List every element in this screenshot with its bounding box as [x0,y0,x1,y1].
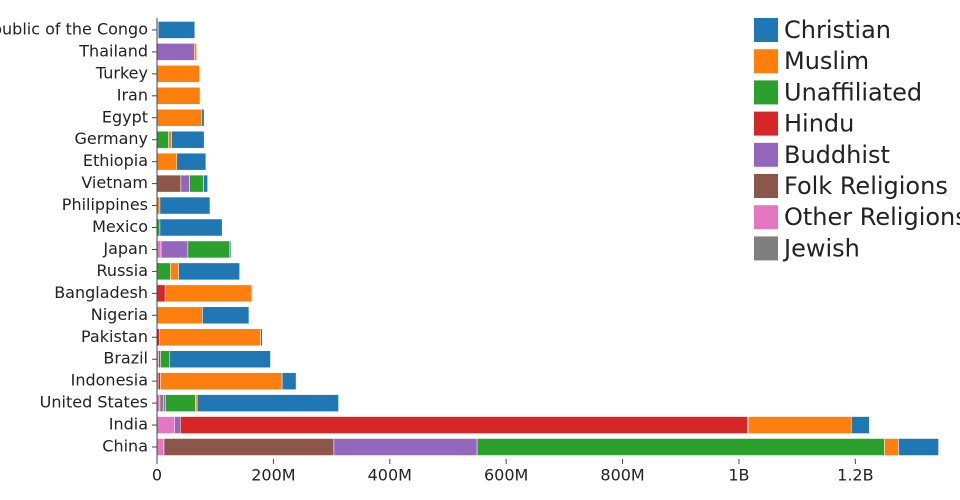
bar-segment [156,174,182,193]
y-tick-label: Japan [102,239,148,258]
y-tick-label: Egypt [102,107,148,126]
bar-segment [157,21,196,39]
y-tick-label: Nigeria [91,305,148,324]
bar-segment [160,372,283,390]
bar-segment [156,306,203,325]
x-tick-label: 1.2B [837,466,873,485]
y-tick-label: India [109,415,148,434]
bar-segment [180,416,748,434]
legend-label: Folk Religions [784,172,948,200]
bar-segment [898,438,939,456]
bar-segment [193,43,197,61]
bar-segment [157,372,161,390]
bar-segment [159,394,164,412]
y-tick-label: Vietnam [81,173,148,192]
bar-segment [156,240,162,259]
bar-segment [333,438,478,456]
bar-segment [251,284,253,303]
y-tick-label: Ethiopia [83,151,148,170]
bar-segment [163,438,335,456]
bar-segment [156,416,175,434]
bar-segment [156,87,201,105]
bar-segment [159,328,261,346]
bar-segment [180,174,190,193]
bar-segment [196,394,339,412]
bar-segment [156,65,200,83]
bar-segment [281,372,297,390]
bar-segment [748,416,852,434]
bar-segment [156,130,169,149]
bar-segment [168,130,172,149]
bar-segment [156,284,166,303]
legend-swatch [754,18,778,42]
legend-label: Buddhist [784,141,890,169]
bar-segment [156,438,165,456]
y-tick-label: China [102,437,148,456]
bar-segment [156,152,178,171]
x-tick-label: 800M [600,466,644,485]
y-tick-label: Mexico [92,217,148,236]
bar-segment [176,152,207,171]
legend-swatch [754,205,778,230]
x-tick-label: 0 [152,466,162,485]
bar-segment [159,196,211,215]
bar-segment [203,174,208,193]
bar-segment [178,262,240,281]
bar-segment [171,130,205,149]
y-tick-label: Russia [97,261,148,280]
x-tick-label: 400M [368,466,412,485]
bar-segment [202,306,250,325]
y-tick-label: Pakistan [81,327,148,346]
y-tick-label: Indonesia [71,371,148,390]
legend-label: Other Religions [784,203,960,231]
bar-segment [165,394,196,412]
bar-segment [195,394,198,412]
legend-swatch [754,80,778,105]
y-tick-label: Democratic Republic of the Congo [0,19,148,38]
bar-segment [229,240,232,259]
x-tick-label: 1B [728,466,749,485]
x-tick-label: 200M [251,466,295,485]
bar-segment [201,109,205,127]
legend-swatch [754,174,778,198]
legend-label: Christian [784,16,891,44]
bar-segment [884,438,899,456]
legend-swatch [754,49,778,74]
bar-segment [170,262,179,281]
bar-segment [156,109,203,127]
y-tick-label: United States [40,393,148,412]
legend-swatch [754,142,778,167]
bar-segment [159,218,223,237]
legend-label: Jewish [782,234,860,262]
y-tick-label: Brazil [103,349,148,368]
y-tick-label: Bangladesh [54,283,148,302]
bar-segment [169,350,271,368]
bar-segment [260,328,263,346]
bar-segment [189,174,204,193]
y-tick-label: Thailand [78,41,148,60]
y-tick-label: Philippines [62,195,148,214]
legend-swatch [754,111,778,136]
bar-segment [476,438,885,456]
bar-segment [851,416,870,434]
y-tick-label: Turkey [95,63,148,82]
legend-label: Unaffiliated [784,78,922,106]
bar-segment [160,350,171,368]
legend-swatch [754,236,778,261]
x-tick-label: 600M [484,466,528,485]
bar-segment [174,416,181,434]
bar-segment [160,240,189,259]
bar-segment [156,43,195,61]
legend-label: Muslim [784,47,869,75]
bar-segment [156,262,171,281]
bar-segment [164,284,253,303]
bar-segment [163,394,166,412]
bar-segment [187,240,230,259]
y-tick-label: Iran [117,85,148,104]
legend-label: Hindu [784,110,854,138]
bar-segment [158,350,161,368]
y-tick-label: Germany [74,129,148,148]
